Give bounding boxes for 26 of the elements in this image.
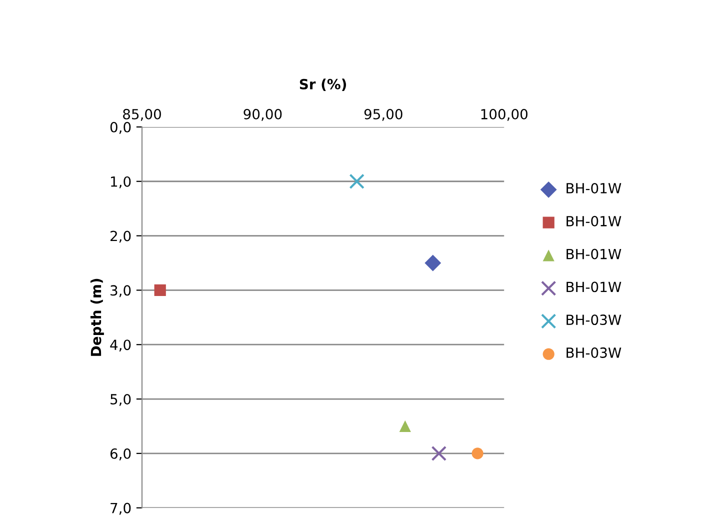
y-tick-label: 4,0: [110, 340, 131, 352]
point: [424, 254, 442, 272]
y-axis-title: Depth (m): [90, 278, 104, 356]
y-tick-label: 5,0: [110, 394, 131, 406]
point: [349, 174, 364, 190]
x-tick-label: 90,00: [244, 108, 282, 121]
x-tick-label: 100,00: [481, 108, 528, 121]
x-axis-title: Sr (%): [300, 78, 346, 92]
legend-label: BH-01W: [566, 183, 622, 194]
x-tick-label: 85,00: [123, 108, 161, 121]
legend-label: BH-03W: [566, 314, 622, 326]
x-tick-label: 95,00: [364, 108, 402, 121]
point: [399, 420, 411, 432]
y-tick-label: 3,0: [110, 285, 131, 298]
y-tick-label: 7,0: [110, 502, 131, 515]
legend-label: BH-01W: [566, 248, 622, 260]
y-tick-label: 6,0: [110, 448, 131, 460]
point: [431, 446, 447, 462]
legend-label: BH-01W: [566, 216, 622, 226]
point: [154, 284, 166, 296]
y-tick-label: 0,0: [110, 122, 131, 134]
y-tick-label: 1,0: [111, 176, 131, 188]
legend-label: BH-03W: [566, 347, 622, 358]
y-tick-label: 2,0: [110, 230, 131, 243]
point: [472, 448, 484, 460]
legend-label: BH-01W: [566, 282, 622, 292]
